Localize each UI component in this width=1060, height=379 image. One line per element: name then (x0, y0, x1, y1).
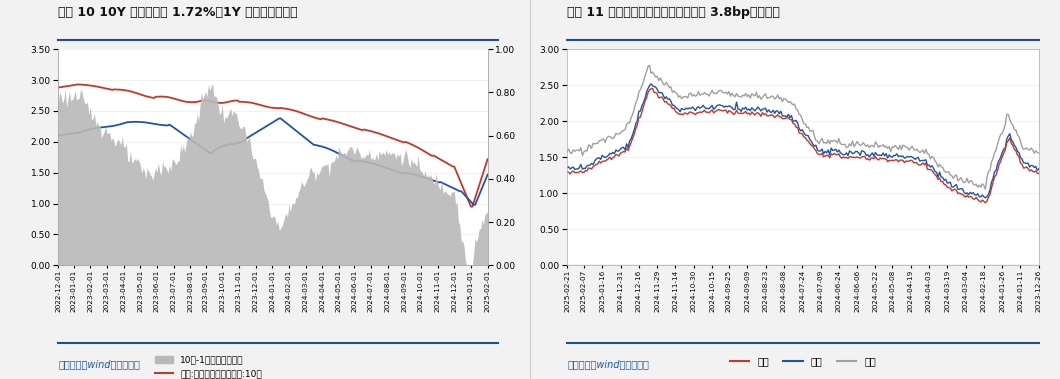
三农 (995, 131, 1008, 136)
三农 (979, 187, 992, 191)
国股 (614, 151, 626, 155)
三农 (766, 94, 779, 99)
国股 (561, 169, 573, 174)
Text: 图表 11 国股行票据直贴利率环比上升 3.8bp（半年）: 图表 11 国股行票据直贴利率环比上升 3.8bp（半年） (567, 6, 780, 19)
Text: 图表 10 10Y 国債收益率 1.72%，1Y 收益率有所上升: 图表 10 10Y 国債收益率 1.72%，1Y 收益率有所上升 (58, 6, 298, 19)
城商 (644, 81, 657, 86)
三农 (614, 131, 626, 135)
三农 (561, 149, 573, 154)
三农 (787, 103, 799, 107)
国股 (710, 108, 723, 113)
城商 (690, 106, 703, 110)
Legend: 国股, 城商, 三农: 国股, 城商, 三农 (726, 352, 880, 370)
Text: 资料来源：wind，华创证券: 资料来源：wind，华创证券 (567, 360, 649, 370)
三农 (710, 91, 723, 96)
国股 (1032, 171, 1045, 176)
城商 (787, 119, 799, 124)
城商 (561, 165, 573, 170)
三农 (1032, 151, 1045, 155)
Line: 三农: 三农 (567, 65, 1039, 189)
城商 (710, 104, 723, 108)
Line: 城商: 城商 (567, 84, 1039, 198)
三农 (643, 63, 656, 67)
Legend: 10年-1年利差（右轴）, 中国:中傆国傆到期收益率:10年: 10年-1年利差（右轴）, 中国:中傆国傆到期收益率:10年 (152, 352, 266, 379)
城商 (979, 196, 992, 200)
三农 (690, 93, 703, 97)
Text: 资料来源：wind，华创证券: 资料来源：wind，华创证券 (58, 360, 140, 370)
国股 (766, 114, 779, 118)
城商 (766, 108, 779, 113)
国股 (787, 121, 799, 125)
Line: 国股: 国股 (567, 88, 1039, 203)
国股 (647, 86, 659, 91)
城商 (995, 150, 1008, 155)
国股 (690, 111, 703, 115)
城商 (614, 147, 626, 151)
城商 (1032, 166, 1045, 171)
国股 (995, 155, 1008, 159)
国股 (979, 200, 992, 205)
